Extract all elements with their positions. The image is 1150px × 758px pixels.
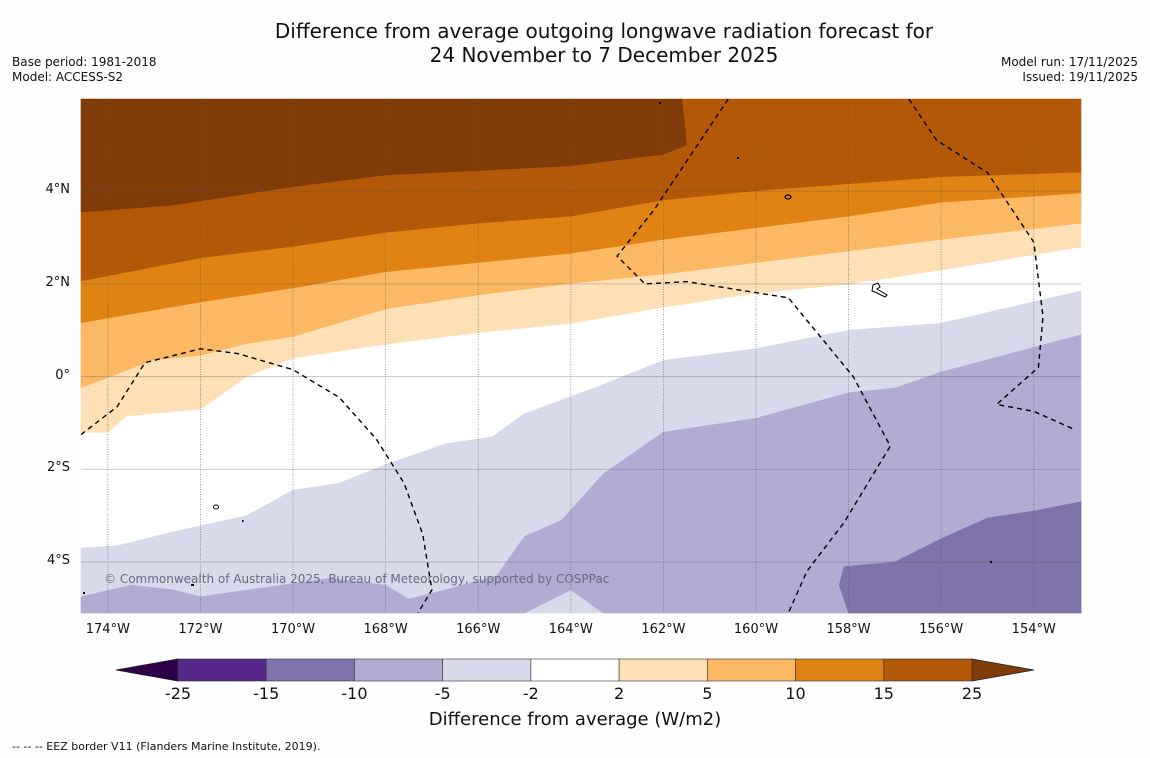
- island: [659, 102, 661, 104]
- meta-left: Base period: 1981-2018 Model: ACCESS-S2: [12, 55, 157, 85]
- lon-tick-label: 168°W: [363, 622, 408, 637]
- colorbar-segment: [707, 658, 796, 682]
- contour-band: [80, 223, 1082, 433]
- colorbar-segment: [265, 658, 355, 682]
- colorbar-tick-label: -5: [434, 684, 451, 703]
- colorbar-tick-label: 5: [702, 684, 713, 703]
- lon-tick-label: 158°W: [826, 622, 871, 637]
- island: [242, 520, 244, 522]
- colorbar-tick-label: -25: [164, 684, 192, 703]
- meta-right: Model run: 17/11/2025 Issued: 19/11/2025: [1001, 55, 1138, 85]
- island: [213, 504, 219, 510]
- lon-tick-label: 164°W: [548, 622, 593, 637]
- islands: [83, 102, 992, 594]
- contour-band: [838, 501, 1082, 614]
- base-period: Base period: 1981-2018: [12, 55, 157, 69]
- lon-tick-label: 154°W: [1011, 622, 1056, 637]
- colorbar-tick-label: 2: [614, 684, 625, 703]
- colorbar-tick-label: -15: [253, 684, 280, 703]
- eez-border-line: [616, 98, 892, 614]
- contour-bands: [80, 98, 1082, 614]
- lon-tick-label: 170°W: [270, 622, 316, 637]
- colorbar-tick-label: 25: [961, 684, 983, 703]
- colorbar-segment: [618, 658, 708, 682]
- colorbar-tick-label: 15: [873, 684, 894, 703]
- island: [191, 584, 194, 586]
- colorbar: [115, 658, 1035, 682]
- island: [990, 561, 992, 563]
- colorbar-extend-max: [971, 658, 1035, 682]
- lon-tick-label: 162°W: [641, 622, 686, 637]
- contour-band: [80, 98, 687, 213]
- colorbar-segment: [177, 658, 267, 682]
- colorbar-segment: [442, 658, 532, 682]
- lat-tick-label: 2°N: [45, 274, 71, 290]
- title-line-1: Difference from average outgoing longwav…: [274, 19, 934, 43]
- model-name: Model: ACCESS-S2: [12, 70, 124, 84]
- lat-tick-label: 0°: [55, 367, 70, 383]
- lat-tick-label: 2°S: [46, 460, 70, 476]
- colorbar-segment: [883, 658, 973, 682]
- issued-date: Issued: 19/11/2025: [1022, 70, 1138, 84]
- lat-tick-label: 4°N: [45, 182, 71, 198]
- lon-tick-label: 174°W: [85, 622, 130, 637]
- colorbar-extend-min: [115, 658, 179, 682]
- colorbar-segment: [354, 658, 443, 682]
- island: [871, 282, 888, 298]
- colorbar-title: Difference from average (W/m2): [428, 709, 722, 730]
- lon-tick-label: 172°W: [178, 622, 223, 637]
- gridlines: [81, 99, 1081, 613]
- lat-tick-label: 4°S: [46, 553, 70, 569]
- copyright-text: © Commonwealth of Australia 2025, Bureau…: [104, 572, 610, 586]
- colorbar-tick-label: -2: [522, 684, 539, 703]
- colorbar-tick-label: -10: [341, 684, 368, 703]
- lon-tick-label: 166°W: [456, 622, 501, 637]
- model-run: Model run: 17/11/2025: [1000, 55, 1138, 69]
- island: [83, 592, 85, 594]
- colorbar-segment: [530, 658, 620, 682]
- eez-note: -- -- -- EEZ border V11 (Flanders Marine…: [12, 740, 321, 753]
- contour-band: [80, 334, 1082, 614]
- island: [784, 194, 792, 200]
- chart-title: Difference from average outgoing longwav…: [0, 19, 1150, 67]
- lon-tick-label: 156°W: [919, 622, 964, 637]
- colorbar-tick-label: 10: [785, 684, 806, 703]
- title-line-2: 24 November to 7 December 2025: [429, 43, 779, 67]
- island: [737, 157, 739, 159]
- eez-borders: [80, 98, 1076, 614]
- lon-tick-label: 160°W: [733, 622, 779, 637]
- colorbar-segment: [795, 658, 885, 682]
- eez-border-line: [908, 98, 1076, 431]
